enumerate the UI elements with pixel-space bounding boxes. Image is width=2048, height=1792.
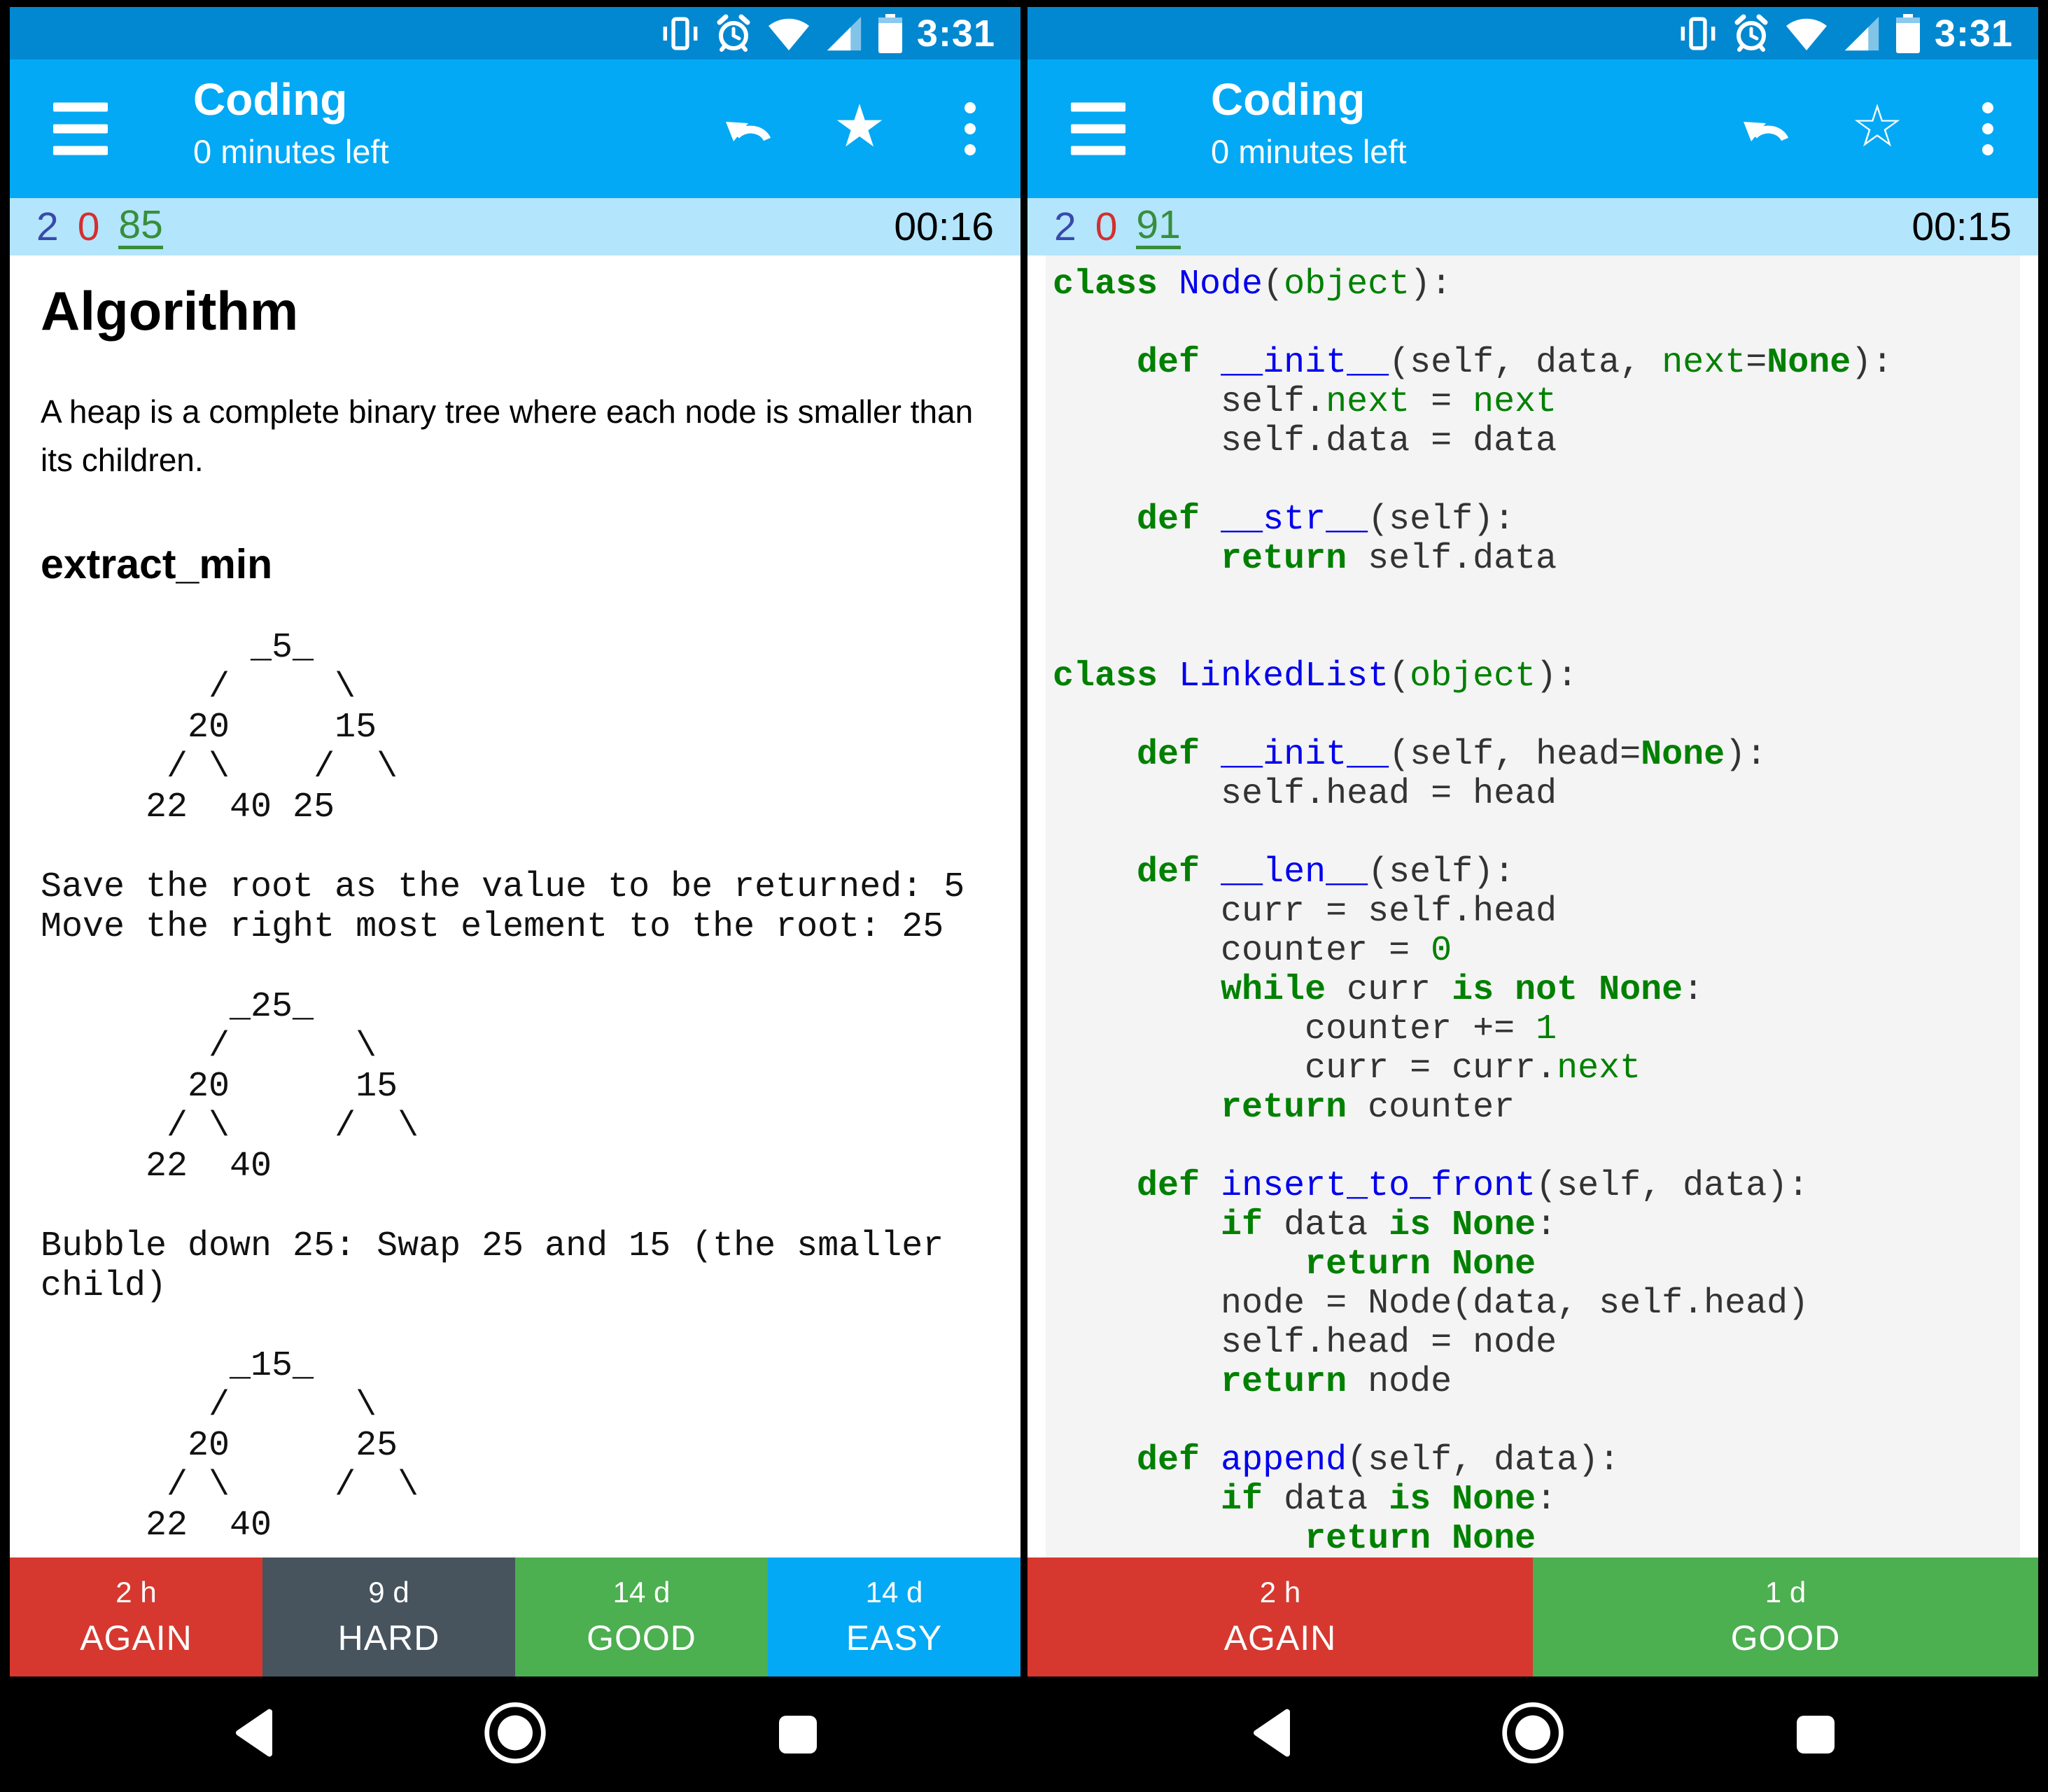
- back-icon[interactable]: [233, 1707, 272, 1761]
- ascii-tree-2: _25_ / \ 20 15 / \ / \ 22 40: [146, 987, 419, 1186]
- card-timer: 00:15: [1912, 204, 2012, 249]
- study-counts-bar: 2 0 91 00:15: [1027, 198, 2038, 255]
- cell-signal-icon: [825, 15, 864, 52]
- answer-button-hard[interactable]: 9 d HARD: [262, 1558, 515, 1676]
- android-nav-bar: [1027, 1676, 2038, 1792]
- cell-signal-icon: [1842, 15, 1881, 52]
- card-heading-algorithm: Algorithm: [41, 280, 299, 342]
- new-count: 2: [36, 204, 59, 249]
- card-heading-extract-min: extract_min: [41, 541, 273, 587]
- wifi-icon: [767, 15, 811, 52]
- answer-interval: 2 h: [1259, 1576, 1301, 1609]
- answer-interval: 14 d: [865, 1576, 923, 1609]
- menu-icon[interactable]: [53, 102, 108, 155]
- answer-buttons: 2 h AGAIN 1 d GOOD: [1027, 1558, 2038, 1676]
- vibrate-icon: [1678, 14, 1718, 53]
- card-content-left[interactable]: Algorithm A heap is a complete binary tre…: [10, 255, 1021, 1558]
- answer-interval: 2 h: [115, 1576, 157, 1609]
- status-time: 3:31: [1934, 12, 2013, 55]
- undo-icon[interactable]: [1741, 102, 1792, 155]
- answer-interval: 9 d: [368, 1576, 409, 1609]
- wifi-icon: [1785, 15, 1828, 52]
- menu-icon[interactable]: [1071, 102, 1125, 155]
- answer-label: HARD: [337, 1618, 440, 1658]
- due-count: 85: [118, 204, 163, 250]
- new-count: 2: [1054, 204, 1076, 249]
- answer-button-again[interactable]: 2 h AGAIN: [1027, 1558, 1533, 1676]
- learning-count: 0: [1095, 204, 1118, 249]
- recents-icon[interactable]: [779, 1715, 818, 1754]
- star-icon[interactable]: ☆: [1851, 92, 1904, 160]
- status-bar: 3:31: [10, 7, 1021, 59]
- answer-button-good[interactable]: 14 d GOOD: [515, 1558, 768, 1676]
- battery-icon: [1895, 13, 1921, 53]
- app-toolbar: Coding 0 minutes left ★: [10, 59, 1021, 198]
- android-nav-bar: [10, 1676, 1021, 1792]
- study-counts-bar: 2 0 85 00:16: [10, 198, 1021, 255]
- answer-buttons: 2 h AGAIN 9 d HARD 14 d GOOD 14 d EASY: [10, 1558, 1021, 1676]
- deck-subtitle: 0 minutes left: [1211, 133, 1407, 171]
- app-toolbar: Coding 0 minutes left ☆: [1027, 59, 2038, 198]
- steps-text: Save the root as the value to be returne…: [41, 867, 965, 947]
- answer-button-easy[interactable]: 14 d EASY: [768, 1558, 1021, 1676]
- toolbar-titles: Coding 0 minutes left: [193, 75, 389, 171]
- toolbar-titles: Coding 0 minutes left: [1211, 75, 1407, 171]
- star-icon[interactable]: ★: [833, 92, 886, 160]
- answer-interval: 1 d: [1765, 1576, 1807, 1609]
- code-block: class Node(object): def __init__(self, d…: [1046, 255, 2020, 1558]
- learning-count: 0: [77, 204, 100, 249]
- deck-title: Coding: [1211, 74, 1366, 125]
- bubble-down-text: Bubble down 25: Swap 25 and 15 (the smal…: [41, 1226, 944, 1306]
- answer-label: GOOD: [587, 1618, 696, 1658]
- vibrate-icon: [661, 14, 700, 53]
- status-time: 3:31: [916, 12, 995, 55]
- answer-interval: 14 d: [612, 1576, 671, 1609]
- card-timer: 00:16: [894, 204, 994, 249]
- answer-label: AGAIN: [80, 1618, 192, 1658]
- answer-label: AGAIN: [1223, 1618, 1337, 1658]
- answer-label: GOOD: [1730, 1618, 1841, 1658]
- home-icon[interactable]: [482, 1699, 549, 1770]
- alarm-icon: [1732, 14, 1771, 53]
- answer-label: EASY: [846, 1618, 943, 1658]
- status-bar: 3:31: [1027, 7, 2038, 59]
- overflow-menu-icon[interactable]: [1963, 102, 2013, 155]
- overflow-menu-icon[interactable]: [945, 102, 995, 155]
- ascii-tree-3: _15_ / \ 20 25 / \ / \ 22 40: [146, 1346, 419, 1546]
- answer-button-good[interactable]: 1 d GOOD: [1533, 1558, 2038, 1676]
- card-paragraph-heap: A heap is a complete binary tree where e…: [41, 393, 974, 478]
- answer-button-again[interactable]: 2 h AGAIN: [10, 1558, 262, 1676]
- deck-subtitle: 0 minutes left: [193, 133, 389, 171]
- phone-right: 3:31 Coding 0 minutes left ☆ 2 0 91 00:1…: [1027, 7, 2038, 1792]
- home-icon[interactable]: [1499, 1699, 1566, 1770]
- recents-icon[interactable]: [1797, 1715, 1835, 1754]
- alarm-icon: [714, 14, 753, 53]
- ascii-tree-1: _5_ / \ 20 15 / \ / \ 22 40 25: [146, 628, 398, 827]
- deck-title: Coding: [193, 74, 348, 125]
- back-icon[interactable]: [1251, 1707, 1290, 1761]
- card-content-right[interactable]: class Node(object): def __init__(self, d…: [1027, 255, 2038, 1558]
- card-sections: Algorithm A heap is a complete binary tre…: [41, 279, 990, 1546]
- due-count: 91: [1136, 204, 1181, 250]
- phone-left: 3:31 Coding 0 minutes left ★ 2 0 85 00:1…: [10, 7, 1021, 1792]
- battery-icon: [878, 13, 903, 53]
- undo-icon[interactable]: [724, 102, 774, 155]
